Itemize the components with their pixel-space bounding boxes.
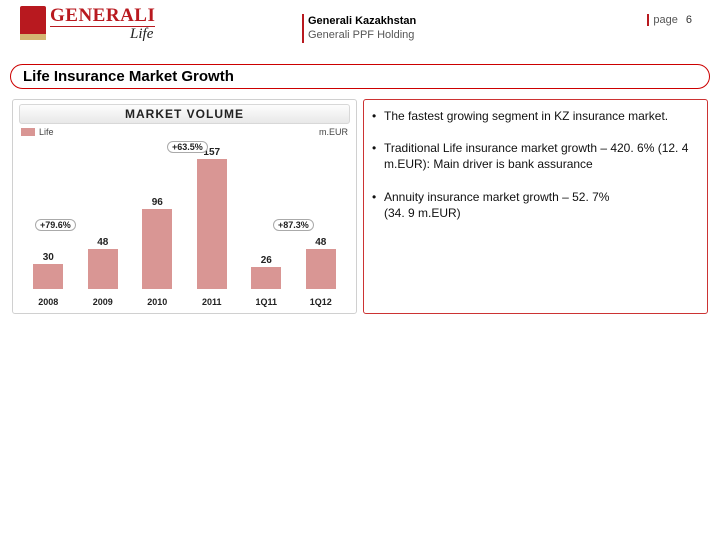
bar xyxy=(33,264,63,289)
bar-wrap: 48 xyxy=(83,237,123,289)
bar-wrap: 157 xyxy=(192,147,232,289)
bullet-item: Traditional Life insurance market growth… xyxy=(372,140,697,172)
growth-label: +87.3% xyxy=(273,219,314,231)
chart-subheader: Life m.EUR xyxy=(19,124,350,137)
page-indicator: page 6 xyxy=(647,14,692,26)
legend-swatch xyxy=(21,128,35,136)
growth-label: +63.5% xyxy=(167,141,208,153)
content-area: MARKET VOLUME Life m.EUR 30 48 96 157 26 48 2… xyxy=(0,89,720,314)
chart-title: MARKET VOLUME xyxy=(19,104,350,124)
page-number: 6 xyxy=(686,14,692,26)
bar-wrap: 96 xyxy=(137,197,177,289)
page-label: page xyxy=(653,14,677,26)
chart-unit: m.EUR xyxy=(319,127,348,137)
bar-wrap: 30 xyxy=(28,252,68,289)
bar-wrap: 48 xyxy=(301,237,341,289)
header-meta: Generali Kazakhstan Generali PPF Holding xyxy=(302,14,416,43)
bar-wrap: 26 xyxy=(246,255,286,289)
meta-line-1: Generali Kazakhstan xyxy=(302,14,416,28)
bar-value: 30 xyxy=(43,252,54,263)
bar-value: 48 xyxy=(315,237,326,248)
x-label: 2010 xyxy=(137,297,177,307)
sub-brand: Life xyxy=(50,26,155,42)
bar-value: 96 xyxy=(152,197,163,208)
bar xyxy=(142,209,172,289)
brand-name: GENERALI xyxy=(50,6,155,25)
chart-area: 30 48 96 157 26 48 2008 2009 2010 2011 1Q11 1Q12 +… xyxy=(19,139,350,307)
title-bar: Life Insurance Market Growth xyxy=(10,64,710,89)
bar xyxy=(197,159,227,289)
bullet-item: The fastest growing segment in KZ insura… xyxy=(372,108,697,124)
growth-label: +79.6% xyxy=(35,219,76,231)
bullet-item: Annuity insurance market growth – 52. 7%… xyxy=(372,189,697,221)
legend-label: Life xyxy=(39,127,54,137)
x-label: 2009 xyxy=(83,297,123,307)
x-label: 1Q11 xyxy=(246,297,286,307)
x-label: 1Q12 xyxy=(301,297,341,307)
header: GENERALI Life Generali Kazakhstan Genera… xyxy=(0,0,720,60)
text-panel: The fastest growing segment in KZ insura… xyxy=(363,99,708,314)
bar-value: 48 xyxy=(97,237,108,248)
bullet-list: The fastest growing segment in KZ insura… xyxy=(372,108,697,221)
chart-panel: MARKET VOLUME Life m.EUR 30 48 96 157 26 48 2… xyxy=(12,99,357,314)
chart-legend: Life xyxy=(21,127,54,137)
meta-line-2: Generali PPF Holding xyxy=(302,28,416,42)
bar xyxy=(251,267,281,289)
x-label: 2011 xyxy=(192,297,232,307)
x-axis: 2008 2009 2010 2011 1Q11 1Q12 xyxy=(19,297,350,307)
x-label: 2008 xyxy=(28,297,68,307)
lion-icon xyxy=(20,6,46,36)
brand-logo: GENERALI Life xyxy=(20,6,155,42)
bar-value: 26 xyxy=(261,255,272,266)
bar xyxy=(88,249,118,289)
page-title: Life Insurance Market Growth xyxy=(23,68,697,85)
bar xyxy=(306,249,336,289)
